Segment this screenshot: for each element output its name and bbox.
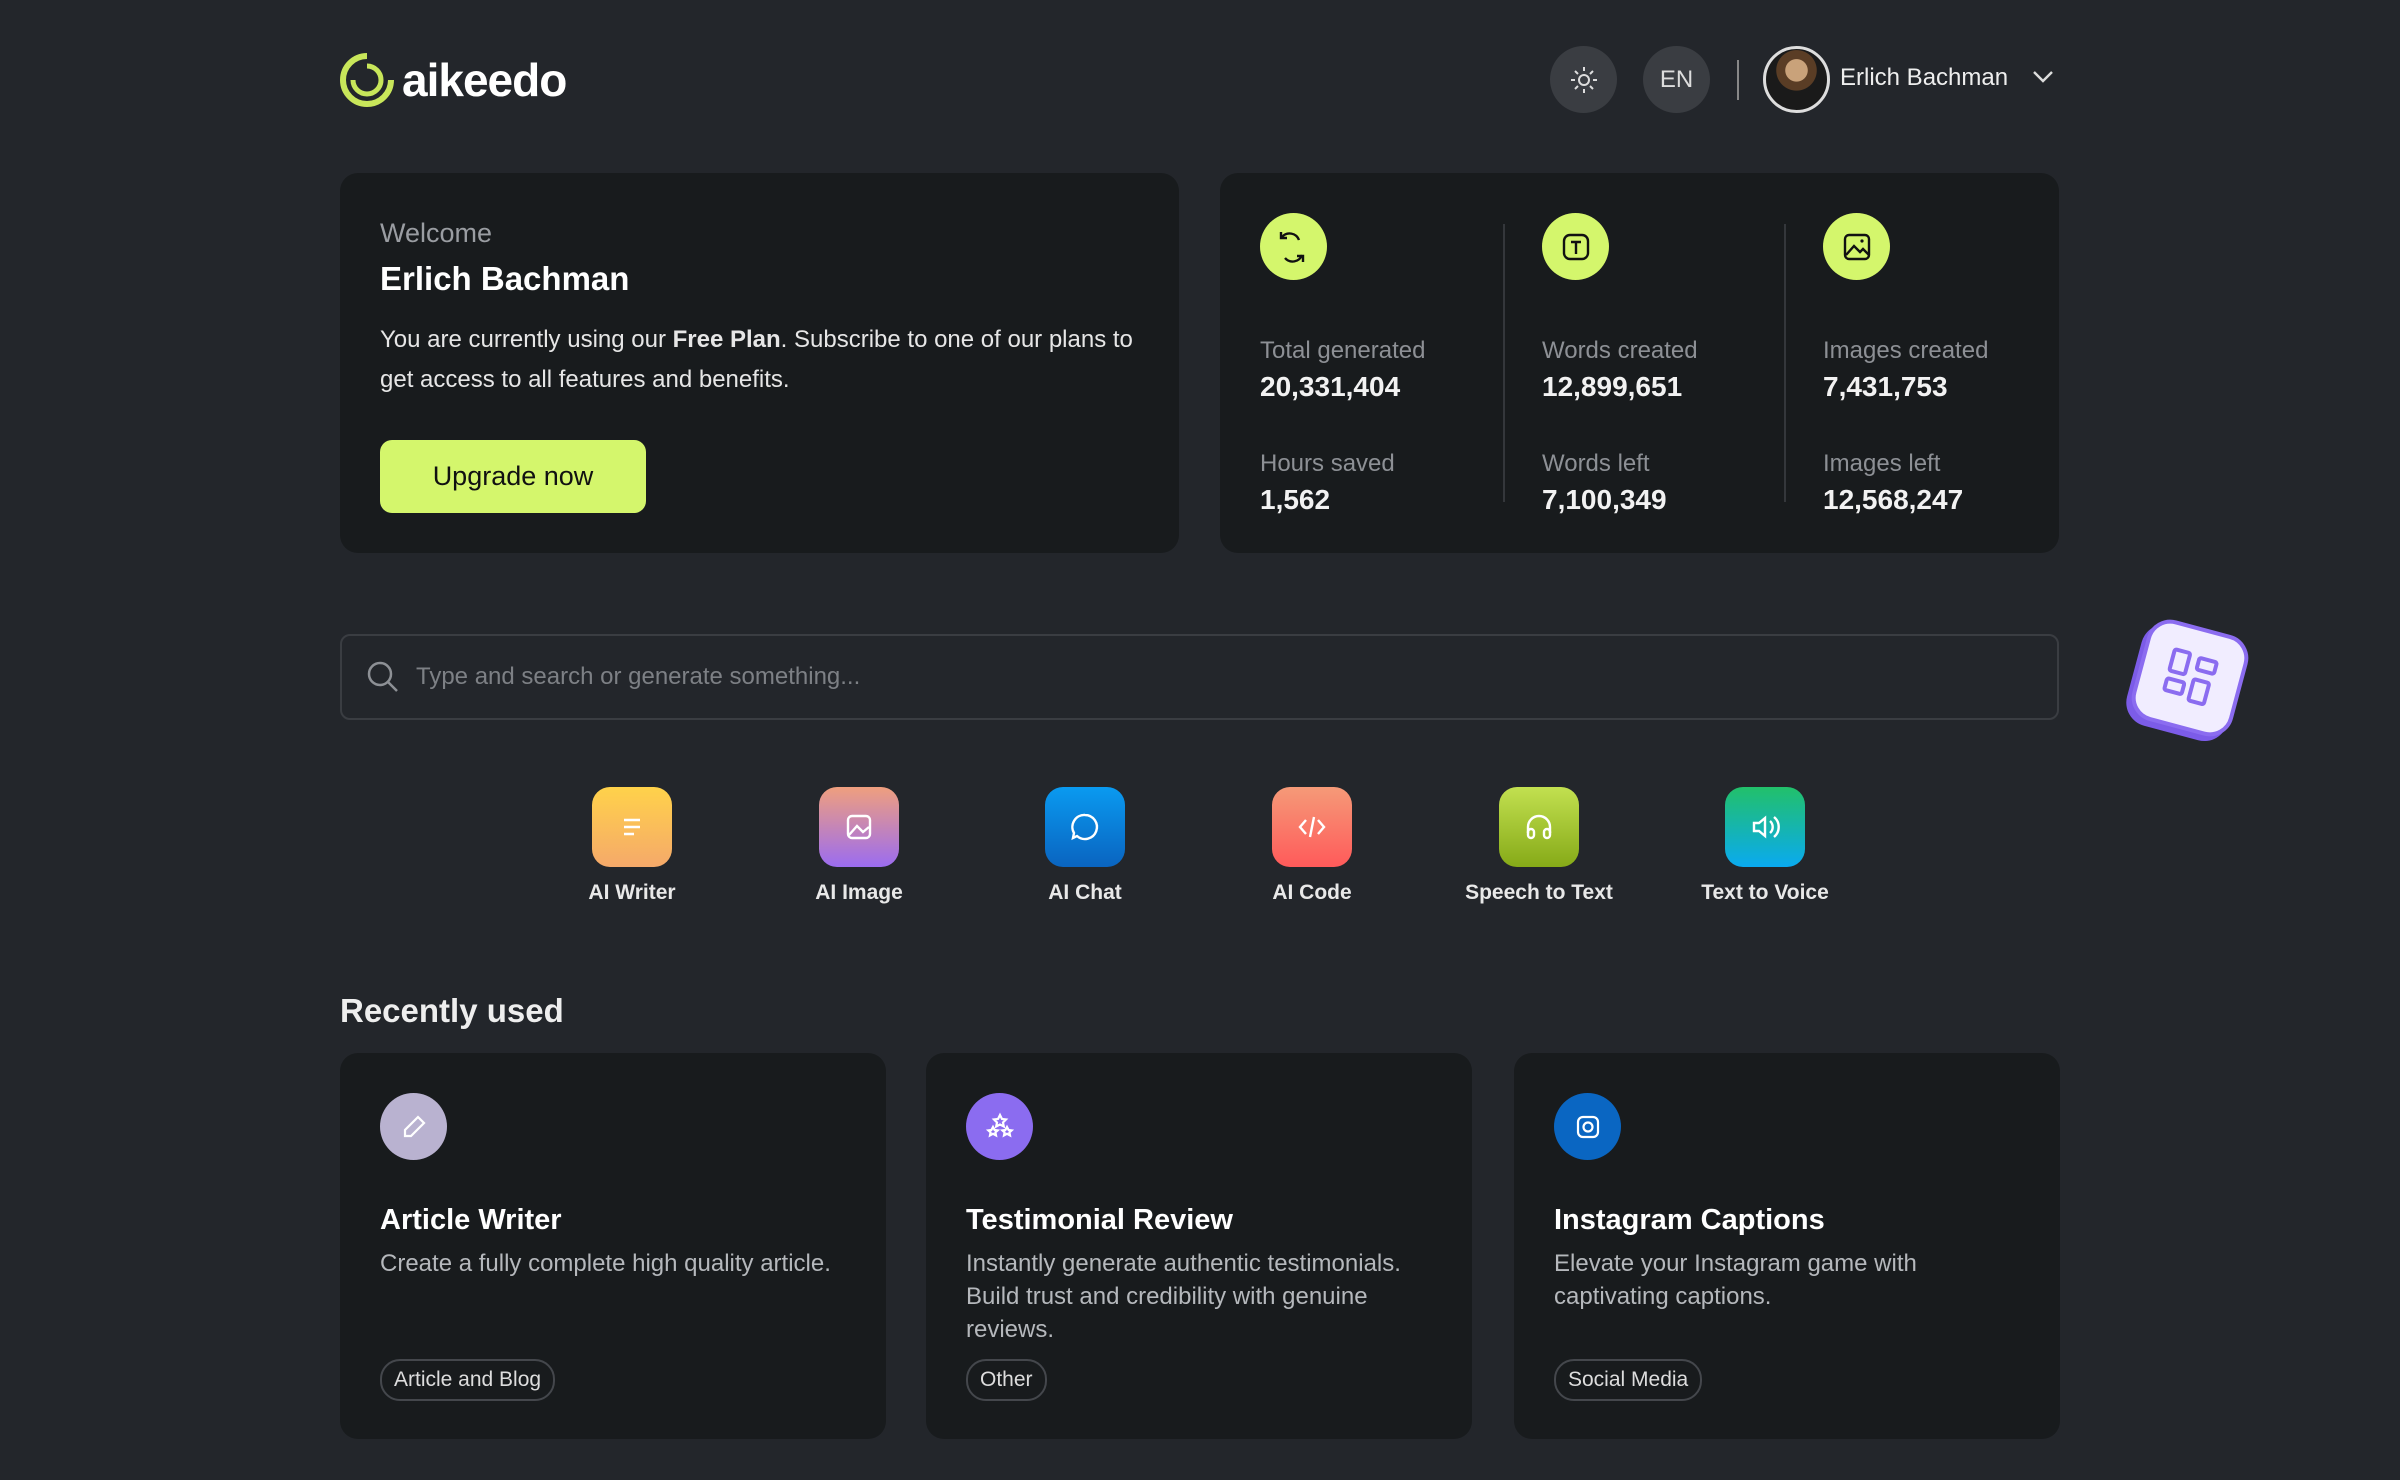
stat-label: Images left xyxy=(1823,450,1941,477)
recent-icon-badge xyxy=(1554,1093,1621,1160)
search-input[interactable] xyxy=(416,663,1916,691)
tool-label: AI Writer xyxy=(588,881,676,904)
recently-used-title: Recently used xyxy=(340,992,564,1029)
stats-divider xyxy=(1503,224,1505,502)
grid-icon xyxy=(2162,647,2219,706)
refresh-icon xyxy=(1279,231,1304,263)
text-icon xyxy=(1562,233,1589,260)
recent-title: Testimonial Review xyxy=(966,1204,1233,1236)
stat-value: 7,431,753 xyxy=(1823,371,1948,402)
stat-label: Hours saved xyxy=(1260,450,1395,477)
tool-speech-to-text[interactable]: Speech to Text xyxy=(1449,787,1629,905)
recent-card[interactable]: Article Writer Create a fully complete hi… xyxy=(340,1053,886,1439)
stat-label: Total generated xyxy=(1260,337,1426,364)
stat-value: 7,100,349 xyxy=(1542,484,1667,515)
language-button[interactable]: EN xyxy=(1643,46,1710,113)
tool-label: AI Chat xyxy=(1048,881,1122,904)
stat-value: 12,568,247 xyxy=(1823,484,1964,515)
recent-description: Elevate your Instagram game with captiva… xyxy=(1554,1250,1917,1310)
stat-label: Words created xyxy=(1542,337,1698,364)
search-bar[interactable] xyxy=(340,634,2059,720)
recent-card[interactable]: Testimonial Review Instantly generate aut… xyxy=(926,1053,1472,1439)
user-name[interactable]: Erlich Bachman xyxy=(1840,64,2009,91)
logo-icon xyxy=(340,53,394,107)
tool-ai-chat[interactable]: AI Chat xyxy=(995,787,1175,905)
welcome-label: Welcome xyxy=(380,218,493,248)
tool-icon xyxy=(592,787,672,867)
instagram-icon xyxy=(1576,1115,1599,1138)
stat-label: Images created xyxy=(1823,337,1989,364)
text: . Subscribe to one of our plans to get a… xyxy=(380,326,1133,393)
plan-description: You are currently using our Free Plan. S… xyxy=(380,320,1150,400)
tool-text-to-voice[interactable]: Text to Voice xyxy=(1675,787,1855,905)
stats-card xyxy=(1220,173,2059,553)
recent-card[interactable]: Instagram Captions Elevate your Instagram… xyxy=(1514,1053,2060,1439)
recent-icon-badge xyxy=(966,1093,1033,1160)
pencil-icon xyxy=(403,1114,426,1137)
tool-label: Speech to Text xyxy=(1465,881,1613,904)
stat-value: 1,562 xyxy=(1260,484,1331,515)
welcome-name: Erlich Bachman xyxy=(380,260,630,297)
category-tag[interactable]: Other xyxy=(966,1359,1047,1401)
tool-icon xyxy=(1725,787,1805,867)
recent-icon-badge xyxy=(380,1093,447,1160)
text-icon-badge xyxy=(1542,213,1609,280)
recent-description: Instantly generate authentic testimonial… xyxy=(966,1250,1401,1343)
recent-title: Instagram Captions xyxy=(1554,1204,1825,1236)
apps-button[interactable] xyxy=(2126,614,2254,742)
speaker-icon xyxy=(1752,815,1780,839)
tool-ai-writer[interactable]: AI Writer xyxy=(542,787,722,905)
tool-label: AI Code xyxy=(1272,881,1352,904)
image-icon xyxy=(1843,233,1870,260)
theme-toggle-button[interactable] xyxy=(1550,46,1617,113)
tool-ai-code[interactable]: AI Code xyxy=(1222,787,1402,905)
chevron-down-icon[interactable] xyxy=(2032,68,2054,84)
upgrade-button[interactable]: Upgrade now xyxy=(380,440,646,513)
code-icon xyxy=(1298,816,1326,838)
category-tag[interactable]: Article and Blog xyxy=(380,1359,556,1401)
headphones-icon xyxy=(1526,814,1552,840)
chat-icon xyxy=(1071,813,1099,841)
header-divider xyxy=(1737,60,1739,100)
refresh-icon-badge xyxy=(1260,213,1327,280)
tool-ai-image[interactable]: AI Image xyxy=(769,787,949,905)
logo[interactable]: aikeedo xyxy=(340,52,567,108)
stars-icon xyxy=(985,1112,1014,1137)
tool-icon xyxy=(1272,787,1352,867)
stat-label: Words left xyxy=(1542,450,1650,477)
image-icon-badge xyxy=(1823,213,1890,280)
tool-icon xyxy=(1045,787,1125,867)
category-tag[interactable]: Social Media xyxy=(1554,1359,1703,1401)
image-icon xyxy=(846,814,872,840)
tool-icon xyxy=(1499,787,1579,867)
plan-name: Free Plan xyxy=(672,326,781,353)
avatar[interactable] xyxy=(1763,46,1830,113)
tool-label: Text to Voice xyxy=(1701,881,1829,904)
search-icon xyxy=(367,661,398,692)
stat-value: 12,899,651 xyxy=(1542,371,1683,402)
lines-icon xyxy=(624,818,640,836)
tool-label: AI Image xyxy=(815,881,903,904)
stat-value: 20,331,404 xyxy=(1260,371,1401,402)
recent-title: Article Writer xyxy=(380,1204,562,1236)
brand-name: aikeedo xyxy=(402,54,567,106)
stats-divider xyxy=(1784,224,1786,502)
text: You are currently using our xyxy=(380,326,673,353)
sun-icon xyxy=(1570,66,1597,93)
tool-icon xyxy=(819,787,899,867)
recent-description: Create a fully complete high quality art… xyxy=(380,1250,831,1277)
